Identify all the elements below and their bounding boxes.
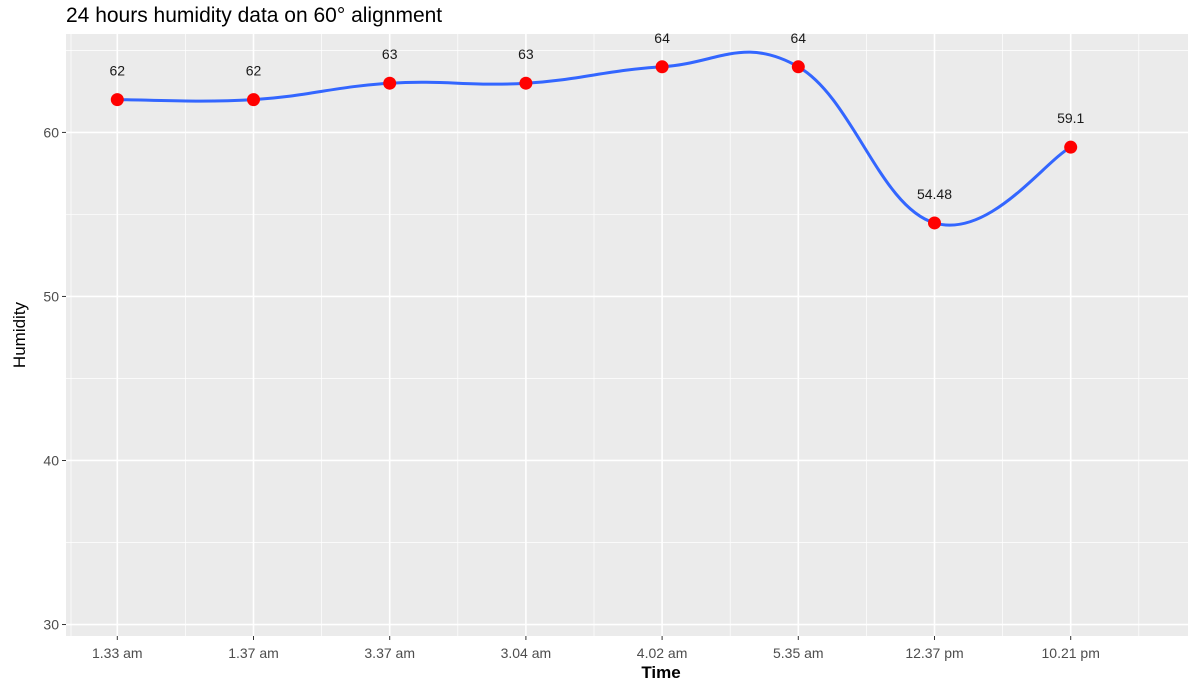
data-label: 59.1 [1057,110,1084,126]
plot-panel [66,34,1188,636]
data-label: 64 [791,30,807,46]
x-axis-title: Time [641,663,680,682]
data-point [791,60,805,74]
data-labels: 62 62 63 63 64 64 54.48 59.1 [110,30,1085,202]
y-tick-label: 60 [43,124,59,140]
data-label: 62 [246,63,262,79]
data-point [928,216,941,230]
data-point [519,76,533,90]
data-point [110,93,124,107]
y-tick-label: 30 [43,617,59,633]
data-label: 54.48 [917,186,952,202]
x-tick-label: 5.35 am [773,645,824,661]
data-point [1064,140,1078,154]
data-points [110,60,1078,230]
y-tick-label: 40 [43,452,59,468]
data-point [247,93,260,107]
data-point [383,76,397,90]
y-tick-label: 50 [43,288,59,304]
y-axis-title: Humidity [10,301,29,368]
major-gridlines [66,34,1188,636]
x-tick-label: 4.02 am [637,645,688,661]
x-tick-label: 3.37 am [364,645,415,661]
data-label: 62 [110,63,126,79]
data-label: 64 [654,30,670,46]
data-point [655,60,669,74]
x-tick-label: 3.04 am [501,645,552,661]
x-tick-label: 10.21 pm [1042,645,1100,661]
y-axis-ticks: 30 40 50 60 [43,124,66,633]
data-label: 63 [382,46,398,62]
chart-title: 24 hours humidity data on 60° alignment [66,4,443,27]
minor-gridlines [66,34,1188,636]
data-label: 63 [518,46,534,62]
x-tick-label: 12.37 pm [905,645,963,661]
x-axis-ticks: 1.33 am 1.37 am 3.37 am 3.04 am 4.02 am 5.35 … [92,636,1100,661]
x-tick-label: 1.33 am [92,645,143,661]
x-tick-label: 1.37 am [228,645,279,661]
